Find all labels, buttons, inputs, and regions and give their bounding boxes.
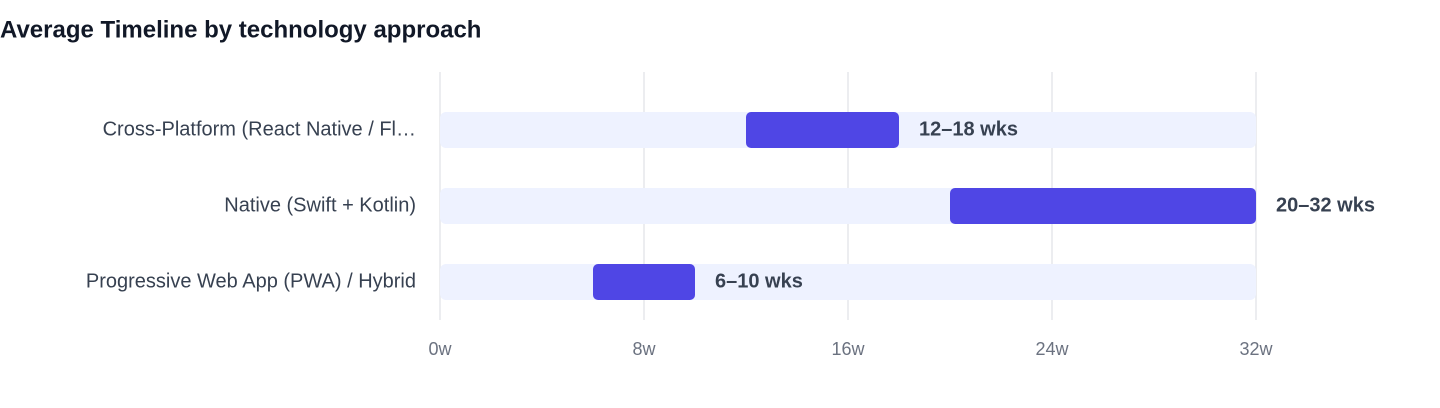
x-tick-label: 32w [1239, 339, 1273, 359]
bar [950, 188, 1256, 224]
value-label: 6–10 wks [715, 270, 803, 292]
x-tick-label: 24w [1035, 339, 1069, 359]
bar [746, 112, 899, 148]
x-tick-label: 0w [428, 339, 452, 359]
value-label: 12–18 wks [919, 118, 1018, 140]
x-tick-label: 16w [831, 339, 865, 359]
category-label: Progressive Web App (PWA) / Hybrid [86, 270, 416, 292]
x-tick-label: 8w [632, 339, 656, 359]
bar [593, 264, 695, 300]
value-label: 20–32 wks [1276, 194, 1375, 216]
track [440, 264, 1256, 300]
category-label: Native (Swift + Kotlin) [224, 194, 416, 216]
chart-title: Average Timeline by technology approach [0, 16, 481, 43]
category-label: Cross-Platform (React Native / Fl… [103, 118, 416, 140]
